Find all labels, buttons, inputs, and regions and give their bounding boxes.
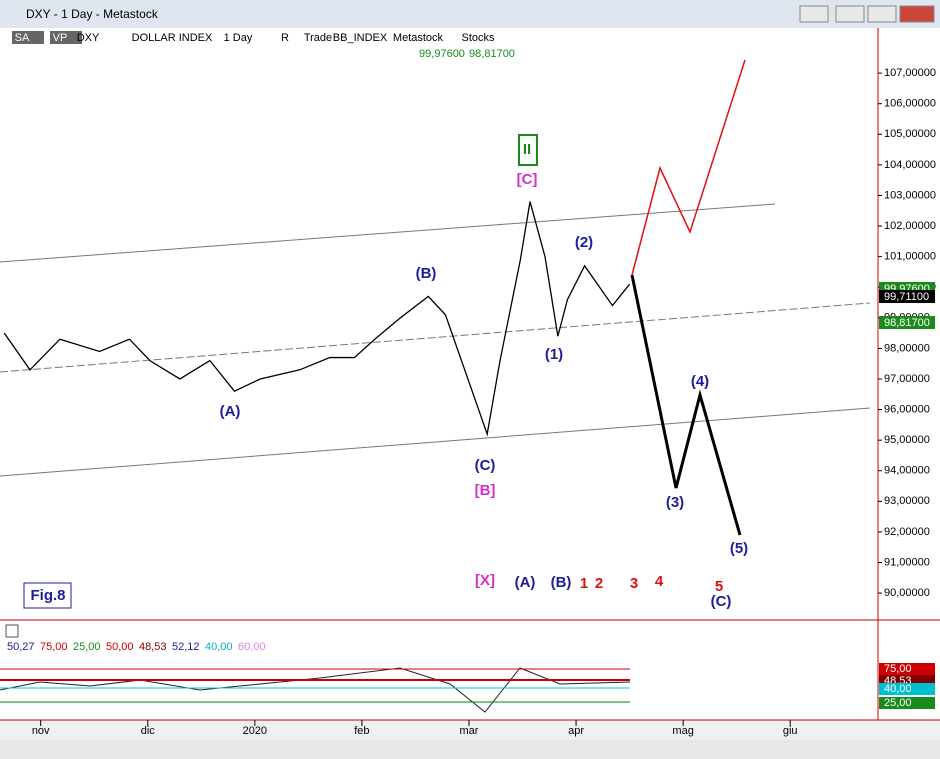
toolbar-button[interactable] [12, 31, 44, 44]
wave-label: 5 [715, 578, 723, 595]
window-title: DXY - 1 Day - Metastock [26, 7, 159, 21]
wave-label: (A) [515, 574, 536, 591]
y-tick-label: 104,00000 [884, 159, 936, 171]
maximize-button[interactable] [867, 5, 897, 23]
y-tick-label: 101,00000 [884, 251, 936, 263]
close-button[interactable] [899, 5, 935, 23]
title-bar [0, 0, 940, 28]
wave-label: [C] [517, 171, 538, 188]
indicator-value: 40,00 [205, 641, 233, 653]
y-tick-label: 103,00000 [884, 189, 936, 201]
wave-label: 1 [580, 575, 588, 592]
indicator-value: 25,00 [73, 641, 101, 653]
y-tick-label: 93,00000 [884, 495, 930, 507]
quote-low: 98,81700 [469, 48, 515, 60]
wave-label: (C) [711, 593, 732, 610]
y-tick-label: 95,00000 [884, 434, 930, 446]
toolbar-item[interactable]: Stocks [461, 32, 495, 44]
toolbar-item[interactable]: BB_INDEX [333, 32, 388, 44]
indicator-marker-label: 75,00 [884, 663, 912, 675]
wave-label: Fig.8 [30, 587, 65, 604]
toolbar-item[interactable]: 1 Day [224, 32, 253, 44]
toolbar-item[interactable]: R [281, 32, 289, 44]
wave-label: (B) [551, 574, 572, 591]
toolbar-item[interactable]: Trade [304, 32, 332, 44]
indicator-value: 52,12 [172, 641, 200, 653]
indicator-marker [879, 683, 935, 695]
toolbar-item[interactable]: VP [53, 32, 68, 44]
y-tick-label: 102,00000 [884, 220, 936, 232]
x-tick-label: feb [354, 725, 369, 737]
wave-label: (A) [220, 403, 241, 420]
y-tick-label: 98,00000 [884, 342, 930, 354]
y-tick-label: 92,00000 [884, 526, 930, 538]
price-line [3, 201, 631, 437]
x-tick-label: dic [141, 725, 156, 737]
toolbar-item[interactable]: Metastock [393, 32, 444, 44]
price-axis [878, 28, 940, 720]
alt-projection-path [631, 59, 746, 276]
y-tick-label: 94,00000 [884, 465, 930, 477]
y-tick-label: 105,00000 [884, 128, 936, 140]
price-marker [879, 316, 935, 329]
price-marker-label: 99,71100 [884, 291, 929, 303]
wave-label: 3 [630, 575, 638, 592]
toolbar-item[interactable]: SA [15, 32, 30, 44]
wave-label: (B) [416, 265, 437, 282]
wave-label: [X] [475, 572, 495, 589]
quote-high: 99,97600 [419, 48, 465, 60]
restore-button[interactable] [799, 5, 829, 23]
toolbar-item[interactable]: DOLLAR INDEX [132, 32, 213, 44]
x-tick-label: nov [32, 725, 50, 737]
wave-label: II [523, 141, 531, 158]
x-tick-label: giu [783, 725, 798, 737]
x-tick-label: apr [568, 725, 584, 737]
indicator-value: 60,00 [238, 641, 266, 653]
indicator-value: 50,00 [106, 641, 134, 653]
y-tick-label: 96,00000 [884, 403, 930, 415]
close-indicator[interactable] [5, 624, 19, 638]
projection-path [630, 274, 742, 536]
x-tick-label: 2020 [243, 725, 267, 737]
x-tick-label: mar [460, 725, 479, 737]
scrollbar[interactable] [0, 740, 940, 759]
price-marker [879, 290, 935, 303]
indicator-value: 50,27 [7, 641, 35, 653]
wave-label: (2) [575, 234, 593, 251]
price-marker-label: 98,81700 [884, 317, 930, 329]
x-tick-label: mag [672, 725, 693, 737]
wave-label: (1) [545, 346, 563, 363]
wave-label: [B] [475, 482, 496, 499]
y-tick-label: 97,00000 [884, 373, 930, 385]
indicator-levels [0, 668, 630, 703]
wave-label: (3) [666, 494, 684, 511]
indicator-marker-label: 40,00 [884, 683, 912, 695]
fig-box [23, 582, 72, 609]
wave-box [518, 134, 538, 166]
wave-label: 4 [655, 573, 664, 590]
indicator-marker [879, 697, 935, 709]
toolbar-button[interactable] [50, 31, 82, 44]
minimize-button[interactable] [835, 5, 865, 23]
indicator-value: 75,00 [40, 641, 68, 653]
wave-label: (4) [691, 373, 709, 390]
y-tick-label: 91,00000 [884, 556, 930, 568]
chart-area [0, 28, 878, 720]
toolbar-item[interactable]: DXY [77, 32, 100, 44]
indicator-marker-label: 25,00 [884, 697, 912, 709]
indicator-value: 48,53 [139, 641, 167, 653]
y-tick-label: 107,00000 [884, 67, 936, 79]
wave-label: (C) [475, 457, 496, 474]
y-tick-label: 106,00000 [884, 98, 936, 110]
indicator-marker [879, 663, 935, 675]
trend-lines [0, 203, 871, 477]
y-tick-label: 90,00000 [884, 587, 930, 599]
wave-label: 2 [595, 575, 603, 592]
indicator-line [0, 667, 631, 713]
wave-label: (5) [730, 540, 748, 557]
